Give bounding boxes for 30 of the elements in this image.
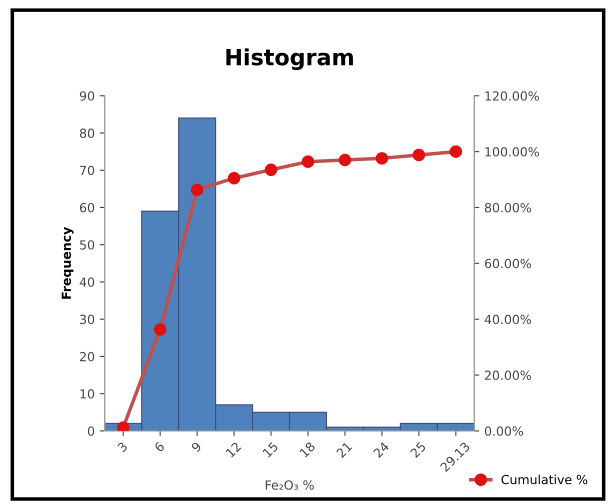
x-tick-label: 6 xyxy=(154,441,165,452)
x-tick-label: 21 xyxy=(336,442,352,458)
x-tick-label: 24 xyxy=(372,441,390,458)
y-tick-label: 90 xyxy=(80,91,94,101)
y-axis-title: Frequency xyxy=(62,226,74,299)
y2-tick-label: 20.00% xyxy=(484,370,532,380)
y-tick-label: 30 xyxy=(80,314,94,324)
y-tick-label: 70 xyxy=(80,166,94,176)
chart-title: Histogram xyxy=(226,48,353,70)
legend-label: Cumulative % xyxy=(501,474,588,484)
y-tick-label: 80 xyxy=(80,128,94,138)
x-tick-label: 12 xyxy=(225,442,242,458)
y-tick-label: 0 xyxy=(88,426,94,436)
y2-tick-label: 60.00% xyxy=(484,258,532,268)
y-tick-label: 20 xyxy=(80,352,94,362)
y-tick-label: 50 xyxy=(80,240,94,250)
y2-tick-label: 80.00% xyxy=(484,202,532,212)
y2-tick-label: 0.00% xyxy=(484,426,524,436)
y2-tick-label: 100.00% xyxy=(485,147,539,157)
x-axis-title: Fe₂O₃ % xyxy=(266,480,314,490)
x-tick-label: 15 xyxy=(262,442,278,458)
x-tick-label: 18 xyxy=(299,441,316,458)
y-tick-label: 40 xyxy=(80,277,94,287)
y2-tick-label: 120.00% xyxy=(485,91,539,101)
x-tick-label: 3 xyxy=(116,442,128,452)
y2-tick-label: 40.00% xyxy=(484,314,532,324)
y-tick-label: 10 xyxy=(80,389,94,399)
y-tick-label: 60 xyxy=(80,202,94,212)
x-tick-label: 25 xyxy=(410,442,426,458)
x-tick-label: 9 xyxy=(190,441,202,453)
